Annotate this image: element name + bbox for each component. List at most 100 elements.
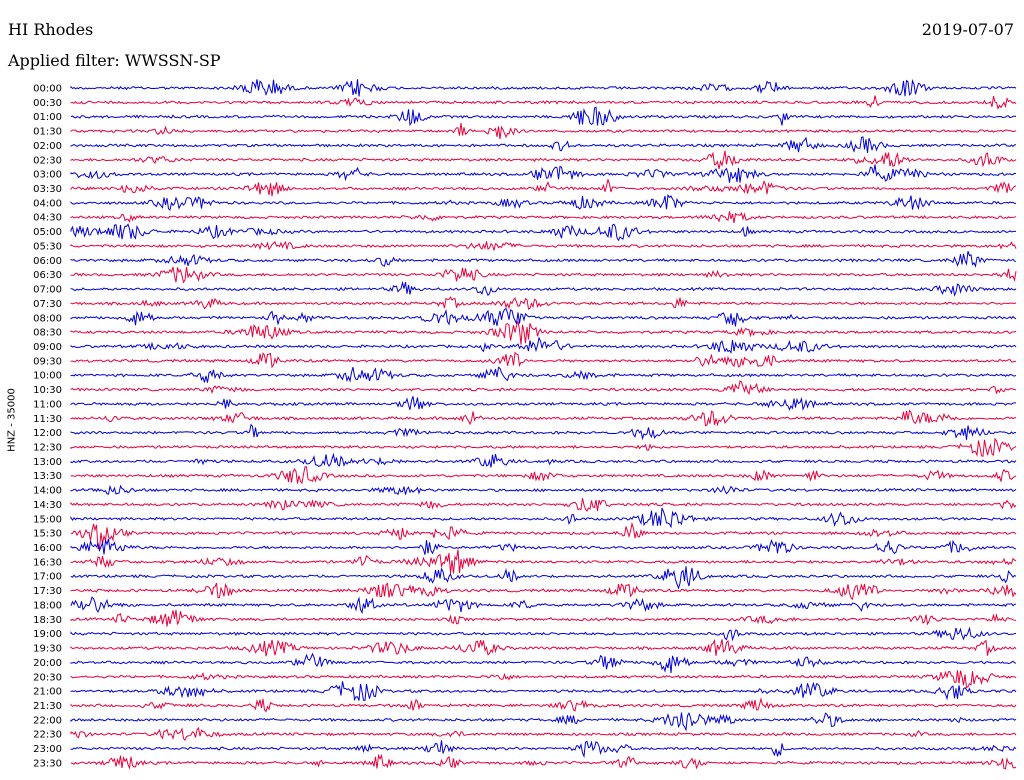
seismic-trace [70,423,1016,441]
seismic-trace [70,307,1017,327]
row-label: 18:30 [33,615,62,626]
row-label: 19:00 [33,629,62,640]
seismic-trace [70,122,1017,140]
seismic-trace [70,296,1017,310]
seismic-trace [70,380,1016,396]
seismic-trace [70,507,1017,529]
seismic-trace [70,437,1017,458]
row-label: 21:30 [33,701,62,712]
row-label: 20:30 [33,672,62,683]
row-label: 15:30 [33,529,62,540]
seismic-trace [70,638,1017,657]
seismic-trace [70,521,1017,550]
seismic-trace [70,95,1017,110]
filter-label: Applied filter: WWSSN-SP [8,51,221,70]
row-label: 06:00 [33,256,62,267]
seismic-trace [70,409,1017,427]
seismic-trace [70,136,1017,154]
seismic-trace [70,106,1017,127]
seismic-trace [70,566,1017,590]
seismic-trace [70,321,1017,345]
row-label: 23:30 [33,758,62,769]
seismic-trace [70,78,1017,97]
station-title: HI Rhodes [8,20,94,39]
seismic-trace [70,366,1017,383]
seismic-trace [70,484,1017,496]
seismic-trace [70,670,1017,689]
seismic-trace [70,223,1017,242]
row-label: 20:00 [33,658,62,669]
seismic-trace [70,178,1017,197]
seismic-trace [70,753,1017,770]
row-label: 01:00 [33,112,62,123]
seismic-trace [70,336,1017,354]
row-label: 00:00 [33,84,62,95]
seismic-trace [70,351,1017,369]
row-label: 23:00 [33,744,62,755]
row-label: 03:30 [33,184,62,195]
row-label: 18:00 [33,600,62,611]
row-label: 17:00 [33,572,62,583]
seismic-trace [70,266,1017,284]
row-label: 08:30 [33,328,62,339]
date-label: 2019-07-07 [921,20,1014,39]
row-label: 15:00 [33,514,62,525]
seismic-trace [70,466,1017,485]
row-label: 02:30 [33,155,62,166]
seismic-trace [70,740,1017,759]
row-label: 01:30 [33,127,62,138]
seismic-trace [70,452,1017,468]
seismic-trace [70,582,1017,601]
row-label: 06:30 [33,270,62,281]
row-label: 04:00 [33,198,62,209]
seismic-trace [70,211,1017,224]
row-label: 02:00 [33,141,62,152]
seismic-trace [70,626,1017,642]
seismic-trace [70,609,1017,627]
row-label: 22:00 [33,715,62,726]
seismic-trace [70,240,1017,251]
row-label: 07:30 [33,299,62,310]
seismic-trace [70,498,1017,512]
row-label: 10:30 [33,385,62,396]
seismic-trace [70,538,1016,555]
seismic-trace [70,251,1017,268]
seismic-trace [70,697,1017,713]
row-label: 08:00 [33,313,62,324]
row-label: 03:00 [33,170,62,181]
seismic-trace [70,652,1017,674]
row-label: 09:30 [33,356,62,367]
seismic-trace [70,396,1017,411]
row-label: 11:30 [33,414,62,425]
seismic-trace [70,549,1017,574]
row-label: 16:30 [33,557,62,568]
row-label: 16:00 [33,543,62,554]
row-label: 19:30 [33,644,62,655]
row-label: 13:00 [33,457,62,468]
seismic-trace [70,726,1017,741]
row-label: 13:30 [33,471,62,482]
seismic-trace [70,280,1017,297]
seismic-trace [70,681,1017,702]
row-label: 12:30 [33,443,62,454]
seismic-trace [70,164,1017,183]
row-label: 10:00 [33,371,62,382]
row-label: 14:00 [33,486,62,497]
row-label: 11:00 [33,399,62,410]
seismic-trace [70,596,1017,615]
row-label: 05:00 [33,227,62,238]
seismic-trace [70,193,1016,211]
row-label: 04:30 [33,213,62,224]
row-label: 09:00 [33,342,62,353]
row-label: 05:30 [33,241,62,252]
row-label: 17:30 [33,586,62,597]
row-label: 00:30 [33,98,62,109]
row-label: 14:30 [33,500,62,511]
row-label: 21:00 [33,687,62,698]
seismic-trace [70,150,1017,170]
row-label: 22:30 [33,730,62,741]
row-label: 12:00 [33,428,62,439]
row-label: 07:00 [33,285,62,296]
seismic-trace [70,712,1017,732]
